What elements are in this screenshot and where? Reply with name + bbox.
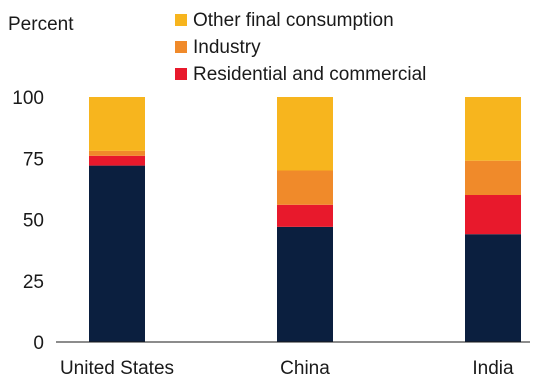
legend: Other final consumption Industry Residenti… — [175, 10, 426, 85]
bar-segment — [277, 226, 333, 342]
legend-swatch — [175, 68, 187, 80]
bar-segment — [277, 204, 333, 227]
x-tick-label: China — [280, 358, 330, 379]
bars — [89, 97, 521, 342]
x-axis-labels: United States China India — [60, 358, 514, 379]
y-tick-label: 75 — [23, 149, 44, 170]
bar-segment — [89, 97, 145, 151]
legend-label: Other final consumption — [193, 10, 394, 31]
y-tick-label: 25 — [23, 272, 44, 293]
bar-segment — [465, 97, 521, 161]
y-tick-label: 50 — [23, 211, 44, 232]
y-axis-ticks: 0 25 50 75 100 — [12, 88, 44, 354]
bar-stack — [277, 97, 333, 342]
bar-segment — [89, 150, 145, 156]
bar-segment — [277, 97, 333, 171]
bar-segment — [465, 234, 521, 342]
legend-label: Industry — [193, 37, 261, 58]
legend-label: Residential and commercial — [193, 64, 426, 85]
bar-segment — [89, 165, 145, 342]
y-axis-label: Percent — [8, 14, 74, 35]
bar-segment — [465, 160, 521, 195]
legend-swatch — [175, 14, 187, 26]
legend-swatch — [175, 41, 187, 53]
bar-segment — [277, 170, 333, 205]
x-tick-label: United States — [60, 358, 174, 379]
bar-segment — [465, 195, 521, 235]
y-tick-label: 0 — [33, 333, 44, 354]
bar-stack — [465, 97, 521, 342]
bar-segment — [89, 155, 145, 166]
x-tick-label: India — [472, 358, 514, 379]
y-tick-label: 100 — [12, 88, 44, 109]
bar-stack — [89, 97, 145, 342]
